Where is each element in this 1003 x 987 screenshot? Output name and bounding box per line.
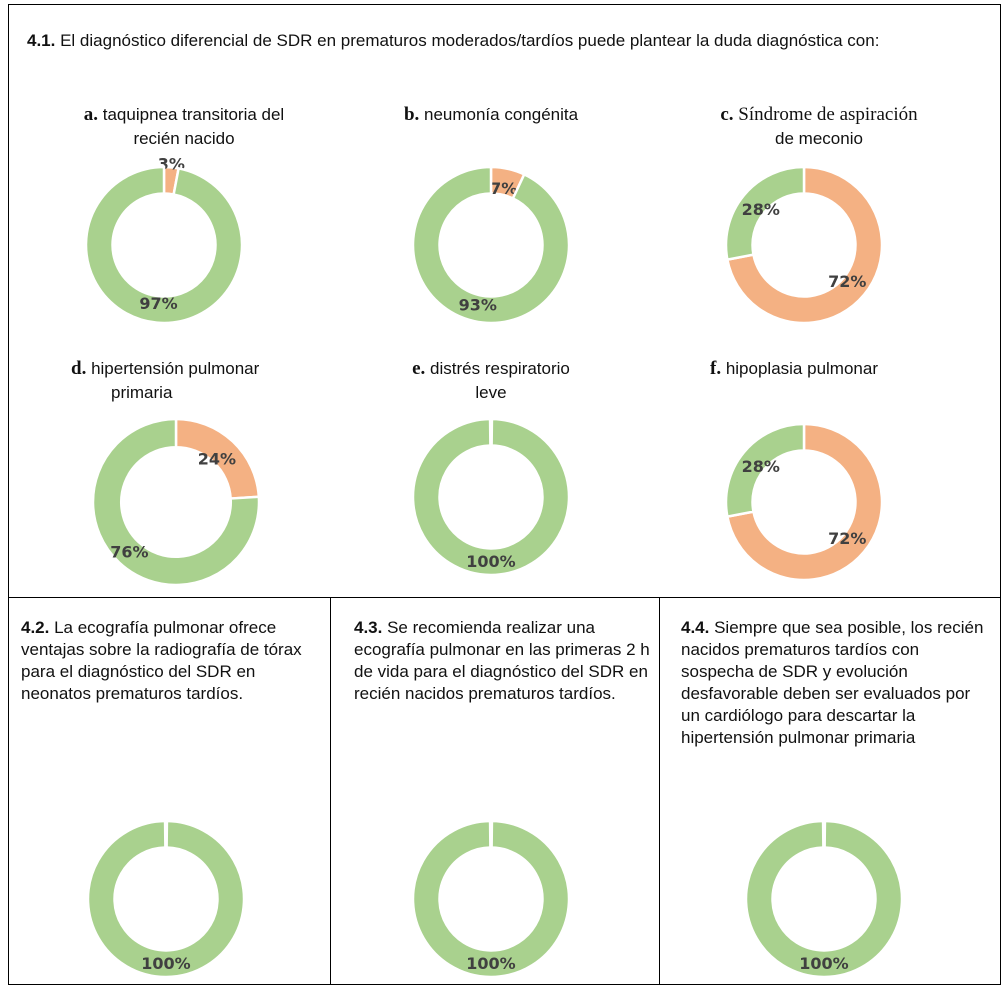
donut-label-e-0: 100%	[466, 552, 515, 571]
panel-letter-a: a.	[83, 104, 99, 125]
panel-title-c: c. Síndrome de aspiración de meconio	[674, 103, 964, 151]
donut-label-c-0: 72%	[828, 272, 866, 291]
donut-slice-e-0	[411, 417, 571, 577]
donut-chart-f: 72% 28%	[724, 422, 884, 582]
donut-label-c-1: 28%	[742, 200, 780, 219]
donut-label-d-1: 76%	[110, 543, 148, 562]
panel-title-f-line1: hipoplasia pulmonar	[725, 359, 878, 378]
panel-title-d-line2: primaria	[111, 383, 173, 402]
donut-slice-4-2-0	[86, 819, 246, 979]
panel-title-b: b. neumonía congénita	[361, 103, 621, 127]
donut-slice-f-1	[724, 422, 806, 519]
panel-letter-b: b.	[403, 104, 420, 125]
donut-slice-f-0	[725, 422, 884, 582]
question-4-2-text: La ecografía pulmonar ofrece ventajas so…	[21, 618, 302, 703]
question-4-2-number: 4.2.	[21, 618, 50, 637]
donut-label-d-0: 24%	[198, 449, 236, 468]
intro-text: 4.1. El diagnóstico diferencial de SDR e…	[27, 28, 967, 53]
donut-slice-b-1	[411, 165, 571, 325]
panel-letter-c: c.	[720, 104, 734, 125]
donut-chart-4-3: 100%	[411, 819, 571, 979]
donut-chart-e: 100%	[411, 417, 571, 577]
panel-title-e: e. distrés respiratorio leve	[361, 357, 621, 405]
figure-frame: 4.1. El diagnóstico diferencial de SDR e…	[8, 4, 1001, 985]
panel-title-e-line1: distrés respiratorio	[430, 359, 570, 378]
donut-label-f-0: 72%	[828, 529, 866, 548]
column-divider-2	[659, 597, 660, 984]
question-4-3: 4.3. Se recomienda realizar una ecografí…	[354, 617, 654, 705]
section-divider	[9, 597, 1000, 598]
panel-title-d: d. hipertensión pulmonar primaria	[71, 357, 311, 405]
donut-label-4-2-0: 100%	[141, 954, 190, 973]
donut-label-b-1: 93%	[459, 295, 497, 314]
donut-slice-c-0	[725, 165, 884, 325]
question-4-4: 4.4. Siempre que sea posible, los recién…	[681, 617, 991, 749]
donut-chart-4-2: 100%	[86, 819, 246, 979]
donut-chart-d: 24% 76%	[91, 417, 261, 587]
panel-title-a-line1: taquipnea transitoria del	[102, 105, 285, 124]
donut-slice-c-1	[724, 165, 806, 262]
donut-slice-a-1	[84, 165, 244, 325]
question-4-4-number: 4.4.	[681, 618, 710, 637]
donut-label-4-3-0: 100%	[466, 954, 515, 973]
question-4-3-text: Se recomienda realizar una ecografía pul…	[354, 618, 650, 703]
column-divider-1	[330, 597, 331, 984]
donut-label-4-4-0: 100%	[799, 954, 848, 973]
panel-title-f: f. hipoplasia pulmonar	[674, 357, 914, 381]
donut-chart-a: 3%97%	[84, 154, 244, 325]
panel-title-c-line2: de meconio	[775, 129, 863, 148]
panel-title-e-line2: leve	[475, 383, 507, 402]
question-4-3-number: 4.3.	[354, 618, 383, 637]
panel-title-a: a. taquipnea transitoria del recién naci…	[54, 103, 314, 151]
question-4-4-text: Siempre que sea posible, los recién naci…	[681, 618, 984, 747]
donut-chart-c: 72% 28%	[724, 165, 884, 325]
donut-label-a-1: 97%	[139, 294, 177, 313]
donut-chart-4-4: 100%	[744, 819, 904, 979]
intro-body: El diagnóstico diferencial de SDR en pre…	[60, 31, 880, 50]
donut-slice-4-3-0	[411, 819, 571, 979]
panel-letter-d: d.	[71, 358, 87, 379]
donut-slice-d-1	[91, 417, 261, 587]
donut-chart-b: 7% 93%	[411, 165, 571, 325]
donut-slice-4-4-0	[744, 819, 904, 979]
panel-title-d-line1: hipertensión pulmonar	[91, 359, 260, 378]
donut-label-b-0: 7%	[490, 179, 517, 198]
panel-title-a-line2: recién nacido	[133, 129, 235, 148]
panel-letter-e: e.	[412, 358, 426, 379]
question-4-2: 4.2. La ecografía pulmonar ofrece ventaj…	[21, 617, 321, 705]
panel-title-c-line1: Síndrome de aspiración	[738, 104, 918, 125]
donut-label-f-1: 28%	[742, 457, 780, 476]
panel-letter-f: f.	[710, 358, 722, 379]
intro-number: 4.1.	[27, 31, 56, 50]
panel-title-b-line1: neumonía congénita	[424, 105, 579, 124]
